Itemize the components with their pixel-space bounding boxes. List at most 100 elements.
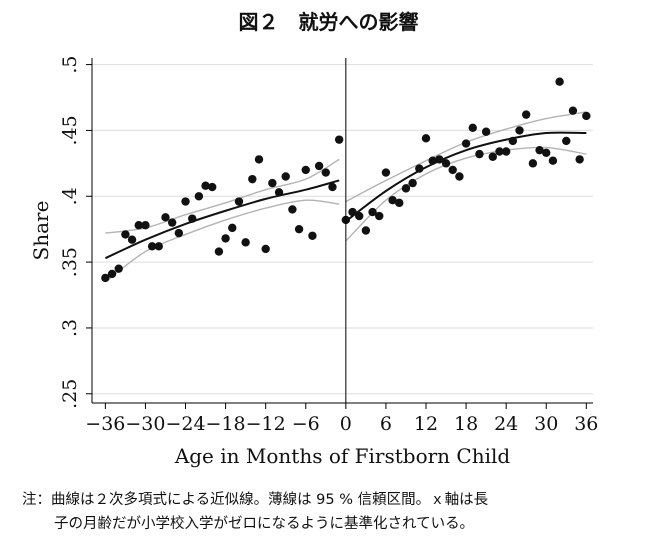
- data-point: [461, 139, 471, 148]
- y-tick-label: .5: [59, 56, 81, 74]
- data-point: [441, 159, 451, 168]
- data-point: [355, 211, 364, 221]
- note-line-2: 子の月齢だが小学校入学がゼロになるように基準化されている。: [54, 516, 475, 532]
- y-tick-label: .25: [59, 379, 81, 409]
- data-point: [522, 110, 531, 119]
- x-tick-label: −30: [125, 413, 165, 435]
- data-point: [528, 159, 538, 168]
- data-point: [268, 178, 277, 188]
- data-point: [348, 207, 357, 217]
- fit-lines: [104, 131, 587, 260]
- data-point: [548, 156, 558, 165]
- data-point: [381, 168, 391, 177]
- data-points: [101, 77, 591, 283]
- x-tick-label: 30: [534, 413, 558, 435]
- x-tick-label: 24: [494, 413, 518, 435]
- data-point: [421, 134, 431, 143]
- y-axis-title: Share: [29, 201, 53, 261]
- data-point: [515, 126, 524, 135]
- data-point: [334, 135, 344, 144]
- data-point: [535, 145, 544, 155]
- grid-lines: [92, 64, 593, 395]
- data-point: [214, 247, 224, 256]
- x-tick-label: −12: [246, 413, 286, 435]
- data-point: [368, 207, 377, 217]
- data-point: [161, 213, 170, 222]
- data-point: [288, 205, 297, 214]
- data-point: [501, 147, 511, 156]
- y-tick-label: .45: [59, 115, 81, 145]
- data-point: [114, 264, 123, 273]
- y-tick-label: .3: [59, 319, 81, 337]
- data-point: [101, 273, 110, 283]
- data-point: [274, 188, 284, 197]
- y-tick-label: .35: [59, 247, 81, 277]
- data-point: [435, 155, 444, 164]
- data-point: [475, 149, 484, 159]
- data-point: [575, 155, 584, 164]
- data-point: [121, 230, 130, 239]
- data-point: [154, 242, 163, 251]
- x-tick-label: 12: [414, 413, 438, 435]
- data-point: [395, 198, 404, 208]
- ci-upper-right: [345, 111, 587, 203]
- data-point: [241, 238, 250, 247]
- data-point: [321, 168, 330, 177]
- data-point: [495, 147, 504, 156]
- x-axis-title: Age in Months of Firstborn Child: [174, 444, 511, 468]
- data-point: [328, 182, 337, 192]
- data-point: [221, 234, 230, 243]
- fit-line-right: [345, 131, 587, 223]
- figure-title: 図２ 就労への影響: [238, 10, 419, 34]
- data-point: [194, 192, 204, 201]
- data-point: [375, 211, 384, 221]
- y-tick-label: .4: [59, 187, 81, 205]
- data-point: [408, 178, 417, 188]
- data-point: [134, 221, 143, 230]
- data-point: [181, 197, 190, 206]
- ci-lower-left: [104, 199, 340, 283]
- figure-note: 注：曲線は２次多項式による近似線。薄線は 95 % 信頼区間。ｘ軸は長 子の月齢…: [22, 488, 642, 536]
- data-point: [188, 214, 197, 223]
- data-point: [448, 165, 457, 175]
- data-point: [481, 127, 491, 136]
- x-tick-label: 18: [454, 413, 478, 435]
- data-point: [542, 148, 551, 158]
- data-point: [147, 242, 157, 251]
- note-line-1: 注：曲線は２次多項式による近似線。薄線は 95 % 信頼区間。ｘ軸は長: [22, 492, 489, 508]
- data-point: [388, 196, 397, 205]
- fit-line-left: [104, 179, 340, 260]
- ci-lower-right: [345, 146, 587, 242]
- data-point: [208, 182, 217, 192]
- scatter-chart: −36 −30 −24 −18 −12 −6 0 6 12 18 24 30 36 .25 .3 .35 .4.…: [29, 56, 598, 468]
- data-point: [582, 111, 591, 121]
- data-point: [301, 165, 310, 175]
- data-point: [455, 172, 464, 181]
- data-point: [555, 77, 564, 86]
- x-tick-label: −24: [165, 413, 205, 435]
- data-point: [294, 224, 304, 234]
- data-point: [167, 218, 177, 227]
- data-point: [254, 155, 264, 164]
- data-point: [228, 223, 237, 233]
- data-point: [281, 172, 290, 181]
- data-point: [361, 226, 371, 235]
- data-point: [568, 106, 578, 115]
- data-point: [141, 221, 150, 230]
- data-point: [201, 181, 210, 190]
- data-point: [261, 244, 270, 254]
- data-point: [468, 123, 477, 132]
- data-point: [562, 136, 571, 146]
- data-point: [308, 231, 317, 240]
- data-point: [508, 136, 518, 146]
- data-point: [248, 174, 257, 184]
- data-point: [107, 269, 117, 279]
- data-point: [415, 164, 424, 173]
- x-tick-label: −6: [292, 413, 320, 435]
- data-point: [401, 184, 411, 193]
- data-point: [174, 228, 184, 238]
- data-point: [428, 156, 437, 165]
- data-point: [314, 161, 324, 171]
- data-point: [488, 152, 497, 161]
- data-point: [234, 197, 244, 206]
